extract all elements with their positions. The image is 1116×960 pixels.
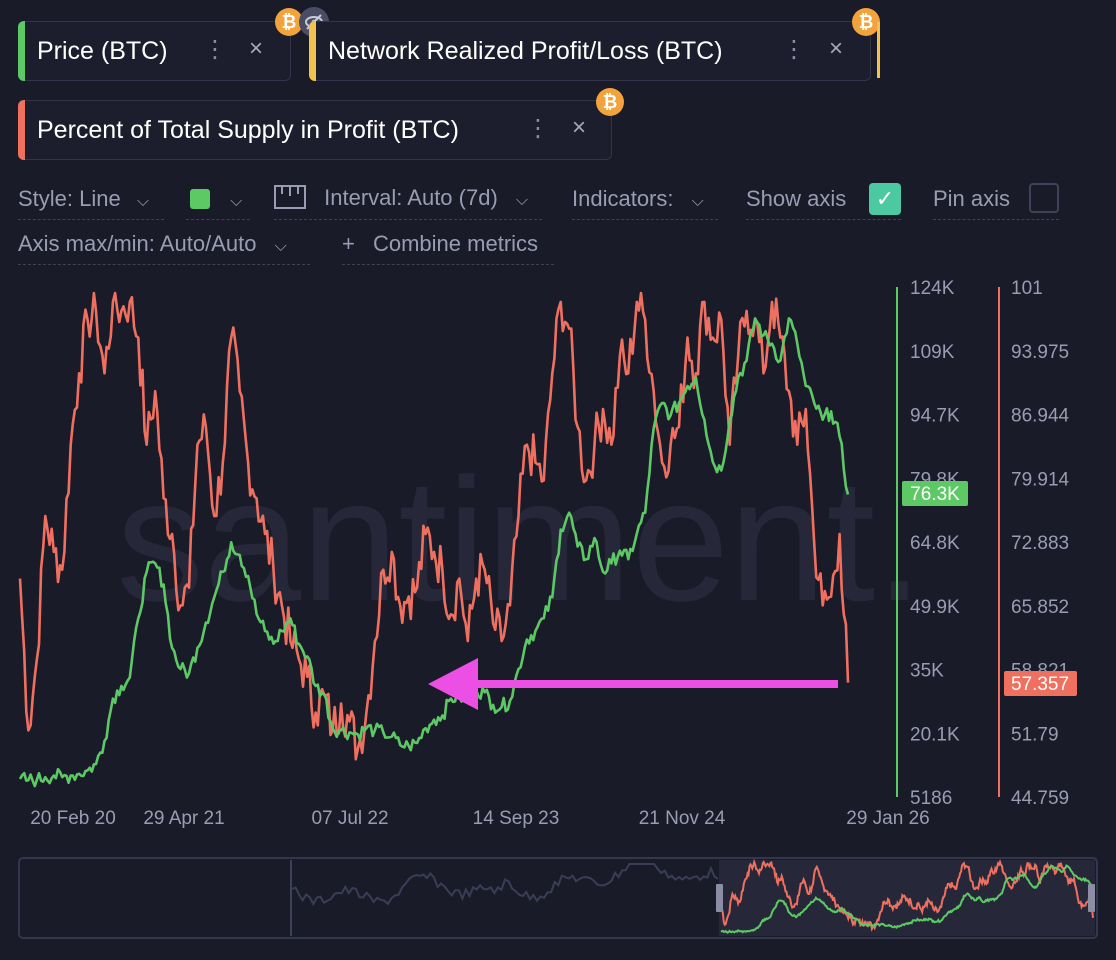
style-dropdown[interactable]: Style: Line ⌵ — [18, 186, 149, 212]
metric-label: Network Realized Profit/Loss (BTC) — [328, 36, 723, 65]
metric-label: Price (BTC) — [37, 36, 168, 65]
price-series-line — [18, 317, 850, 788]
style-underline — [18, 219, 164, 220]
right-axis-tick-label: 93.975 — [1011, 342, 1069, 363]
metric-chip-percent-supply-in-profit[interactable]: Percent of Total Supply in Profit (BTC) … — [18, 100, 612, 160]
right-axis-tick-label: 86.944 — [1011, 406, 1070, 427]
combine-metrics-label: Combine metrics — [372, 231, 539, 256]
plus-icon: + — [342, 231, 355, 256]
metric-label: Percent of Total Supply in Profit (BTC) — [37, 115, 459, 144]
color-swatch — [190, 189, 210, 209]
watermark: santiment. — [116, 443, 923, 638]
close-icon[interactable]: × — [829, 35, 844, 62]
chevron-down-icon: ⌵ — [691, 193, 704, 210]
close-icon[interactable]: × — [572, 114, 587, 141]
metric-chip-overflow-edge — [877, 22, 880, 78]
style-label: Style: Line — [18, 186, 121, 211]
show-axis-toggle[interactable]: Show axis — [746, 186, 846, 212]
right-axis-tick-label: 65.852 — [1011, 597, 1069, 618]
more-options-icon[interactable]: ⋮ — [526, 115, 550, 142]
navigator-history-line — [291, 863, 719, 907]
right-axis-tick-label: 72.883 — [1011, 533, 1069, 554]
right-axis-ticks: 10193.97586.94479.91472.88365.85258.8215… — [1011, 278, 1070, 809]
more-options-icon[interactable]: ⋮ — [782, 36, 806, 63]
pin-axis-underline — [933, 219, 1059, 220]
series-layer — [18, 291, 850, 788]
left-axis-tick-label: 5186 — [910, 788, 952, 809]
indicators-label: Indicators: — [572, 186, 674, 211]
indicators-underline — [572, 219, 718, 220]
metric-color-bar — [18, 21, 25, 81]
left-axis-tick-label: 49.9K — [910, 597, 960, 618]
pin-axis-toggle[interactable]: Pin axis — [933, 186, 1010, 212]
interval-label: Interval: Auto (7d) — [324, 185, 498, 210]
supply-current-badge: 57.357 — [1004, 671, 1077, 696]
x-axis-tick-label: 21 Nov 24 — [639, 808, 726, 829]
x-axis-tick-label: 29 Apr 21 — [143, 808, 224, 829]
price-current-value: 76.3K — [910, 484, 960, 505]
more-options-icon[interactable]: ⋮ — [203, 36, 227, 63]
pin-axis-checkbox[interactable] — [1029, 183, 1059, 213]
right-axis-tick-label: 44.759 — [1011, 788, 1069, 809]
ruler-icon — [274, 185, 306, 209]
left-axis-tick-label: 35K — [910, 661, 944, 682]
x-axis-tick-label: 20 Feb 20 — [30, 808, 116, 829]
combine-underline — [342, 264, 554, 265]
chevron-down-icon: ⌵ — [515, 192, 529, 209]
right-axis-tick-label: 79.914 — [1011, 469, 1070, 490]
x-axis-tick-label: 14 Sep 23 — [473, 808, 560, 829]
show-axis-checkbox[interactable]: ✓ — [869, 183, 901, 215]
chevron-down-icon: ⌵ — [274, 238, 287, 255]
axis-maxmin-underline — [18, 264, 310, 265]
metric-chip-price[interactable]: Price (BTC) ⋮ × — [18, 21, 291, 81]
color-underline — [186, 219, 250, 220]
show-axis-underline — [746, 219, 901, 220]
navigator-series — [291, 858, 1094, 935]
left-axis-tick-label: 94.7K — [910, 406, 960, 427]
left-axis-tick-label: 64.8K — [910, 533, 960, 554]
close-icon[interactable]: × — [249, 35, 264, 62]
x-axis-tick-label: 07 Jul 22 — [311, 808, 388, 829]
check-icon: ✓ — [875, 186, 895, 211]
navigator-handle-right[interactable] — [1088, 884, 1095, 912]
bitcoin-icon: ₿ — [275, 8, 303, 36]
chevron-down-icon: ⌵ — [230, 193, 243, 210]
navigator-handle-left[interactable] — [716, 884, 723, 912]
color-picker[interactable]: ⌵ — [190, 186, 242, 212]
x-axis-ticks: 20 Feb 20 29 Apr 21 07 Jul 22 14 Sep 23 21 N… — [30, 808, 930, 829]
x-axis-tick-label: 29 Jan 26 — [846, 808, 929, 829]
supply-in-profit-series-line — [18, 291, 850, 761]
right-axis-tick-label: 51.79 — [1011, 724, 1059, 745]
bitcoin-icon: ₿ — [852, 8, 880, 36]
chevron-down-icon: ⌵ — [136, 193, 149, 210]
supply-current-value: 57.357 — [1011, 674, 1069, 695]
axis-maxmin-label: Axis max/min: Auto/Auto — [18, 231, 257, 256]
pin-axis-label: Pin axis — [933, 186, 1011, 211]
navigator-overview[interactable] — [0, 856, 1116, 946]
metric-color-bar — [18, 100, 25, 160]
price-current-badge: 76.3K — [902, 481, 968, 506]
combine-metrics-button[interactable]: + Combine metrics — [342, 231, 538, 257]
indicators-dropdown[interactable]: Indicators: ⌵ — [572, 186, 704, 212]
left-axis-tick-label: 109K — [910, 342, 955, 363]
left-axis-tick-label: 124K — [910, 278, 955, 299]
metric-color-bar — [309, 21, 316, 81]
axis-maxmin-dropdown[interactable]: Axis max/min: Auto/Auto ⌵ — [18, 231, 287, 257]
navigator-supply-line — [720, 858, 1094, 932]
interval-underline — [274, 219, 542, 220]
annotation-arrow — [428, 658, 838, 710]
show-axis-label: Show axis — [746, 186, 847, 211]
navigator-price-line — [720, 864, 1094, 935]
bitcoin-icon: ₿ — [596, 88, 624, 116]
right-axis-tick-label: 101 — [1011, 278, 1043, 299]
metric-chip-network-realized-profit-loss[interactable]: Network Realized Profit/Loss (BTC) ⋮ × — [309, 21, 871, 81]
interval-dropdown[interactable]: Interval: Auto (7d) ⌵ — [274, 184, 528, 211]
main-chart[interactable]: santiment. 124K109K94.7K79.8K64.8K49.9K3… — [0, 270, 1116, 830]
left-axis-tick-label: 20.1K — [910, 724, 960, 745]
